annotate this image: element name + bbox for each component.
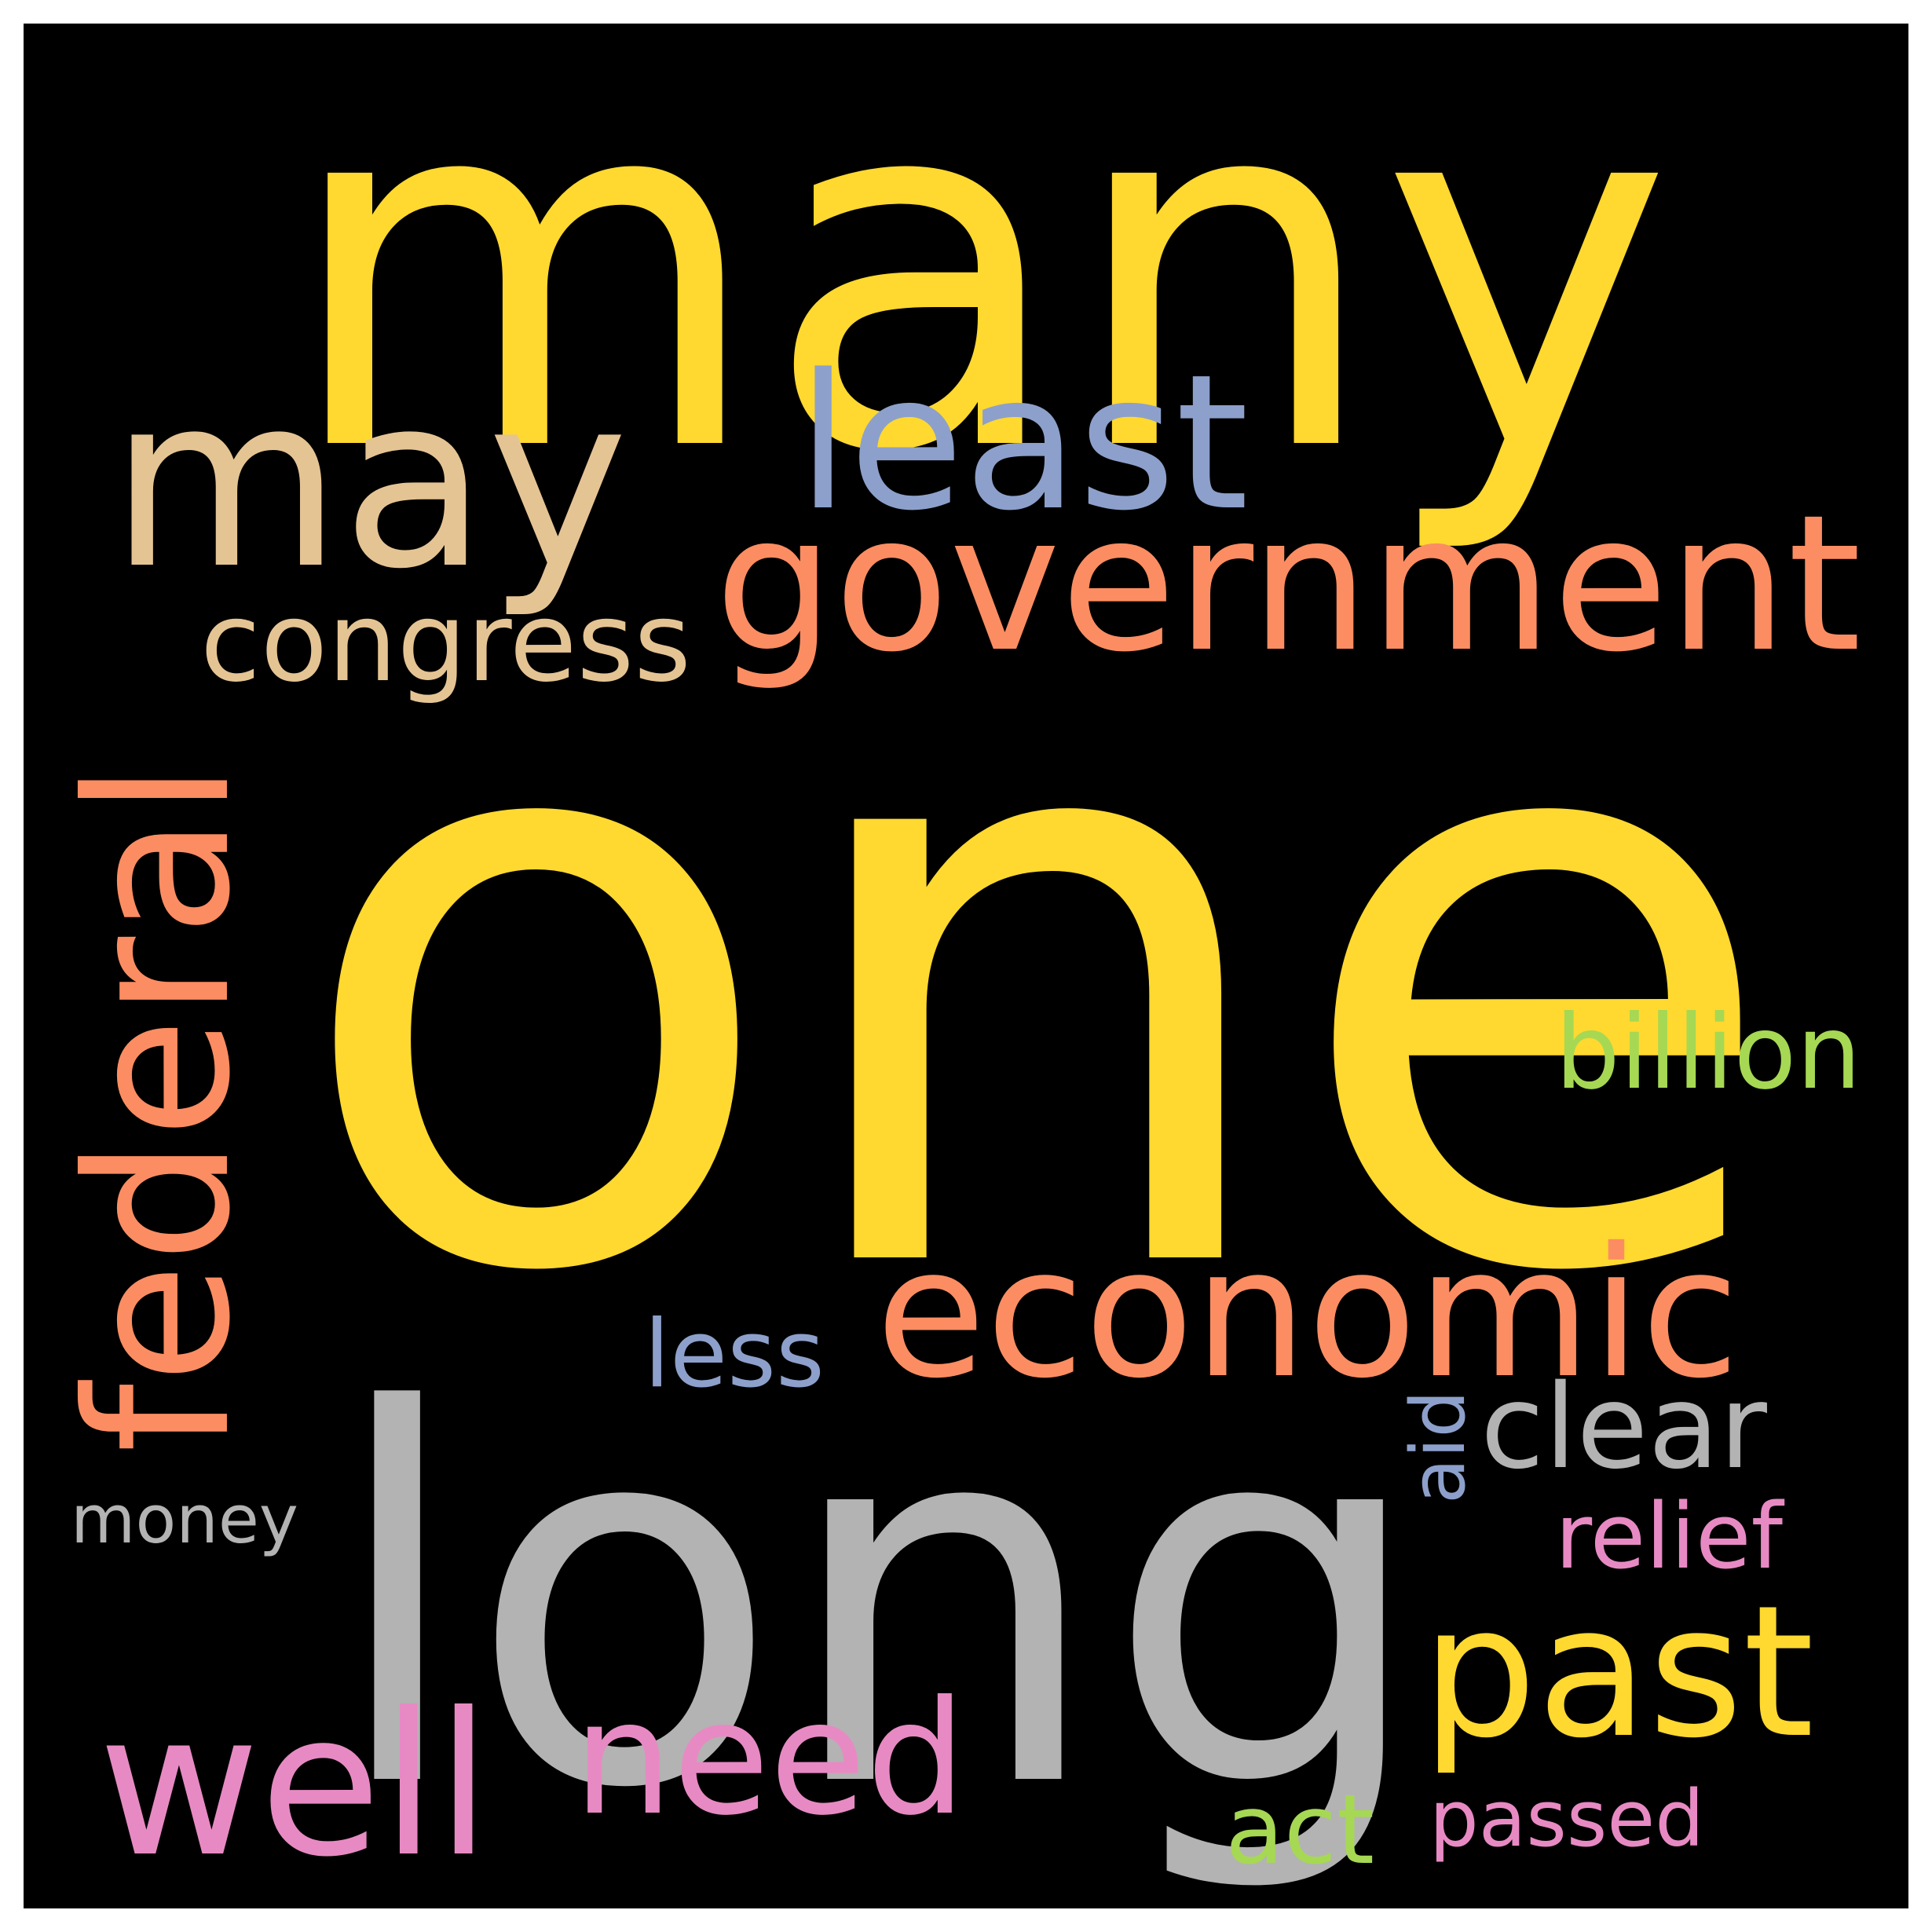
word-least: least <box>797 335 1249 553</box>
word-cloud-canvas: one many long may government economic fe… <box>24 24 1908 1908</box>
word-act: act <box>1225 1773 1374 1886</box>
word-government: government <box>715 475 1861 694</box>
word-congress: congress <box>200 577 691 706</box>
word-federal: federal <box>44 762 273 1453</box>
word-passed: passed <box>1429 1774 1704 1865</box>
word-many: many <box>283 24 1673 560</box>
word-long: long <box>326 1304 1429 1900</box>
word-aid: aid <box>1395 1390 1482 1504</box>
word-need: need <box>573 1667 966 1850</box>
word-billion: billion <box>1555 992 1861 1112</box>
word-may: may <box>110 344 628 621</box>
word-past: past <box>1422 1566 1814 1779</box>
word-less: less <box>644 1300 825 1409</box>
word-clear: clear <box>1480 1359 1767 1495</box>
word-well: well <box>98 1671 491 1901</box>
word-money: money <box>71 1480 298 1558</box>
word-economic: economic <box>876 1209 1740 1418</box>
word-one: one <box>291 513 1783 1447</box>
word-relief: relief <box>1555 1484 1783 1590</box>
